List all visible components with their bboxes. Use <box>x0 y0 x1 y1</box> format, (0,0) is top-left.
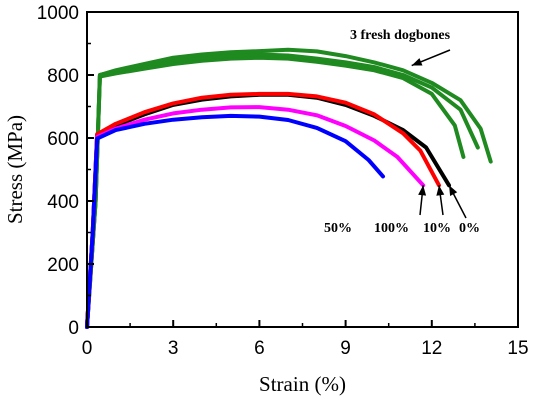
x-tick-label: 0 <box>82 338 93 359</box>
y-tick-label: 0 <box>68 318 79 339</box>
ticks-layer: 0 3 6 9 12 15 0 200 400 600 800 1000 <box>37 3 529 359</box>
annotation-arrowhead <box>418 185 427 196</box>
x-tick-label: 9 <box>340 338 351 359</box>
y-axis-label: Stress (MPa) <box>3 115 27 224</box>
annotation-label-100: 100% <box>374 221 409 236</box>
x-tick-label: 12 <box>421 338 442 359</box>
annotation-arrowhead <box>436 185 445 196</box>
annotation-label-10: 10% <box>423 221 451 236</box>
y-tick-label: 800 <box>47 66 79 87</box>
x-tick-label: 3 <box>168 338 179 359</box>
series-line-2 <box>85 47 493 329</box>
annotation-label-0: 0% <box>459 221 480 236</box>
y-tick-label: 600 <box>47 129 79 150</box>
annotation-arrowhead <box>411 58 423 66</box>
annotation-layer: 3 fresh dogbones 50% 100% 10% 0% <box>324 28 480 236</box>
series-line-5 <box>85 105 426 329</box>
series-line-0 <box>85 55 466 329</box>
annotation-label-fresh-dogbones: 3 fresh dogbones <box>350 28 451 43</box>
series-line-6 <box>85 113 385 329</box>
annotation-label-50: 50% <box>324 221 352 236</box>
y-tick-label: 400 <box>47 192 79 213</box>
y-tick-label: 1000 <box>37 3 79 24</box>
series-layer <box>85 47 493 329</box>
x-tick-label: 15 <box>507 338 528 359</box>
series-line-4 <box>85 91 441 329</box>
x-axis-label: Strain (%) <box>259 372 346 396</box>
annotation-arrowhead <box>449 185 458 196</box>
x-tick-label: 6 <box>254 338 265 359</box>
y-tick-label: 200 <box>47 255 79 276</box>
